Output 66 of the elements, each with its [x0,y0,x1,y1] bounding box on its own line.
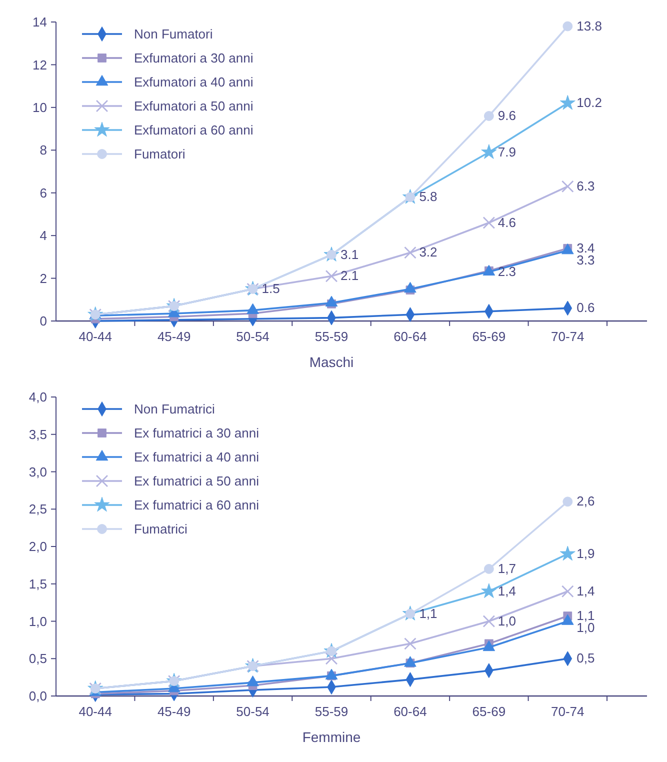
legend-label: Ex fumatrici a 50 anni [134,474,260,489]
x-axis-title: Femmine [302,729,361,745]
x-axis-title: Maschi [309,354,354,370]
y-tick-label: 1,5 [28,576,47,592]
y-tick-label: 0,0 [28,688,47,704]
data-label: 1,9 [576,546,595,561]
y-tick-label: 0,5 [28,651,47,666]
legend-label: Fumatori [134,146,186,162]
x-tick-label: 60-64 [394,329,427,344]
y-tick-label: 6 [40,185,47,200]
x-tick-label: 40-44 [78,329,112,344]
y-tick-label: 2 [40,270,47,286]
data-label: 1,4 [498,583,516,598]
x-tick-label: 45-49 [157,329,191,344]
y-tick-label: 14 [32,14,47,30]
data-label: 2.1 [340,268,359,284]
data-label: 7.9 [498,144,516,160]
x-tick-label: 65-69 [472,704,506,719]
data-label: 4.6 [498,214,516,230]
y-tick-label: 4,0 [28,390,47,405]
legend-label: Non Fumatrici [134,402,216,417]
x-tick-label: 50-54 [236,329,270,344]
x-tick-label: 70-74 [551,704,584,719]
data-label: 0.6 [576,300,595,316]
data-label: 10.2 [576,95,602,110]
data-label: 3.2 [419,244,438,260]
x-tick-label: 45-49 [157,704,191,719]
x-tick-label: 50-54 [236,704,270,719]
y-tick-label: 12 [32,57,47,72]
data-label: 1,7 [498,560,516,576]
y-tick-label: 10 [32,100,47,115]
data-label: 3.1 [340,246,359,262]
y-tick-label: 8 [40,142,47,158]
legend-label: Ex fumatrici a 60 anni [134,498,260,513]
legend-label: Ex fumatrici a 30 anni [134,426,260,441]
y-tick-label: 3,5 [28,426,47,442]
data-label: 13.8 [576,18,602,34]
x-tick-label: 70-74 [551,329,584,344]
x-tick-label: 55-59 [314,704,348,719]
y-tick-label: 0 [40,314,47,329]
data-label: 2.3 [498,264,516,279]
x-tick-label: 40-44 [78,704,112,719]
x-tick-label: 55-59 [314,329,348,344]
y-tick-label: 4 [40,228,47,244]
y-tick-label: 2,5 [28,502,47,517]
legend-label: Exfumatori a 50 anni [134,98,254,114]
legend-label: Exfumatori a 60 anni [134,122,254,138]
data-label: 1,1 [419,606,438,621]
data-label: 2,6 [576,494,595,509]
data-label: 1,4 [576,583,595,598]
data-label: 5.8 [419,189,438,204]
legend-label: Non Fumatori [134,26,213,42]
legend-label: Exfumatori a 40 anni [134,74,254,90]
data-label: 1,0 [498,613,516,628]
data-label: 1.5 [262,280,280,296]
data-label: 0,5 [576,650,595,666]
x-tick-label: 65-69 [472,329,506,344]
legend-label: Ex fumatrici a 40 anni [134,450,260,465]
y-tick-label: 3,0 [28,464,47,480]
y-tick-label: 1,0 [28,614,47,629]
data-label: 6.3 [576,178,595,194]
legend-label: Exfumatori a 30 anni [134,50,254,66]
data-label: 9.6 [498,108,516,123]
x-tick-label: 60-64 [394,704,427,719]
y-tick-label: 2,0 [28,539,47,554]
legend-label: Fumatrici [134,522,188,537]
